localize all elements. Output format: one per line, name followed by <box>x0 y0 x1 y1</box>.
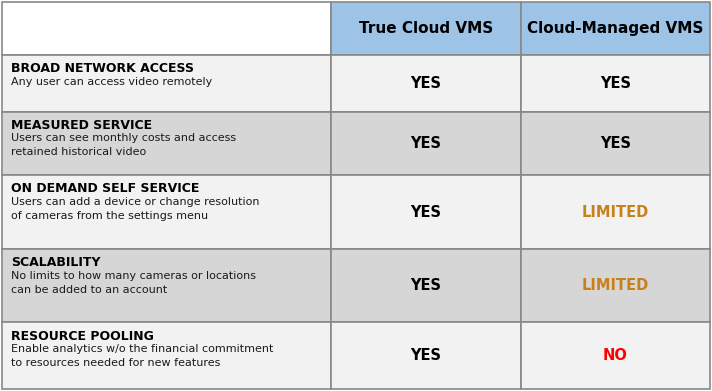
Text: YES: YES <box>600 76 631 91</box>
Text: YES: YES <box>411 76 441 91</box>
Bar <box>2 323 331 389</box>
Bar <box>331 176 521 249</box>
Text: Users can add a device or change resolution
of cameras from the settings menu: Users can add a device or change resolut… <box>11 197 259 221</box>
Text: YES: YES <box>411 348 441 363</box>
Bar <box>2 249 331 323</box>
Text: LIMITED: LIMITED <box>582 278 649 293</box>
Text: MEASURED SERVICE: MEASURED SERVICE <box>11 118 152 131</box>
Bar <box>331 56 521 111</box>
Text: SCALABILITY: SCALABILITY <box>11 256 100 269</box>
Bar <box>521 249 710 323</box>
Text: YES: YES <box>411 204 441 220</box>
Bar <box>2 2 331 56</box>
Text: Any user can access video remotely: Any user can access video remotely <box>11 77 212 87</box>
Text: Enable analytics w/o the financial commitment
to resources needed for new featur: Enable analytics w/o the financial commi… <box>11 344 273 368</box>
Text: RESOURCE POOLING: RESOURCE POOLING <box>11 330 154 343</box>
Bar <box>2 176 331 249</box>
Bar <box>521 176 710 249</box>
Bar <box>521 2 710 56</box>
Text: ON DEMAND SELF SERVICE: ON DEMAND SELF SERVICE <box>11 183 199 196</box>
Bar <box>331 249 521 323</box>
Text: YES: YES <box>411 136 441 151</box>
Bar <box>521 323 710 389</box>
Text: YES: YES <box>600 136 631 151</box>
Bar <box>2 56 331 111</box>
Text: YES: YES <box>411 278 441 293</box>
Text: Cloud-Managed VMS: Cloud-Managed VMS <box>527 21 703 36</box>
Text: BROAD NETWORK ACCESS: BROAD NETWORK ACCESS <box>11 63 194 75</box>
Bar <box>521 111 710 176</box>
Text: No limits to how many cameras or locations
can be added to an account: No limits to how many cameras or locatio… <box>11 271 256 295</box>
Text: True Cloud VMS: True Cloud VMS <box>359 21 493 36</box>
Bar <box>331 323 521 389</box>
Bar <box>331 2 521 56</box>
Text: LIMITED: LIMITED <box>582 204 649 220</box>
Bar <box>2 111 331 176</box>
Text: NO: NO <box>603 348 628 363</box>
Text: Users can see monthly costs and access
retained historical video: Users can see monthly costs and access r… <box>11 133 236 158</box>
Bar <box>521 56 710 111</box>
Bar <box>331 111 521 176</box>
